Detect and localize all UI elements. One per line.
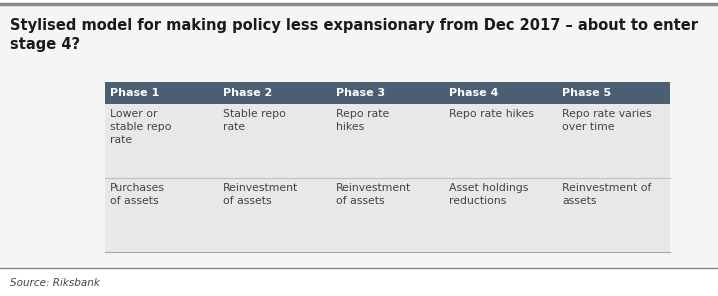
Text: Reinvestment
of assets: Reinvestment of assets [223,183,298,206]
Text: Reinvestment of
assets: Reinvestment of assets [562,183,651,206]
Text: Repo rate
hikes: Repo rate hikes [336,109,389,132]
Bar [105,82,670,104]
Text: Purchases
of assets: Purchases of assets [110,183,165,206]
Text: Phase 3: Phase 3 [336,88,385,98]
Text: Stylised model for making policy less expansionary from Dec 2017 – about to ente: Stylised model for making policy less ex… [10,18,698,52]
Bar [105,82,670,252]
Text: Phase 5: Phase 5 [562,88,611,98]
Text: Lower or
stable repo
rate: Lower or stable repo rate [110,109,172,145]
Text: Phase 1: Phase 1 [110,88,159,98]
Text: Reinvestment
of assets: Reinvestment of assets [336,183,411,206]
Text: Source: Riksbank: Source: Riksbank [10,278,100,288]
Text: Asset holdings
reductions: Asset holdings reductions [449,183,528,206]
Text: Repo rate varies
over time: Repo rate varies over time [562,109,652,132]
Text: Phase 4: Phase 4 [449,88,498,98]
Text: Repo rate hikes: Repo rate hikes [449,109,534,119]
Text: Stable repo
rate: Stable repo rate [223,109,286,132]
Bar [0,4,718,269]
Text: Phase 2: Phase 2 [223,88,272,98]
